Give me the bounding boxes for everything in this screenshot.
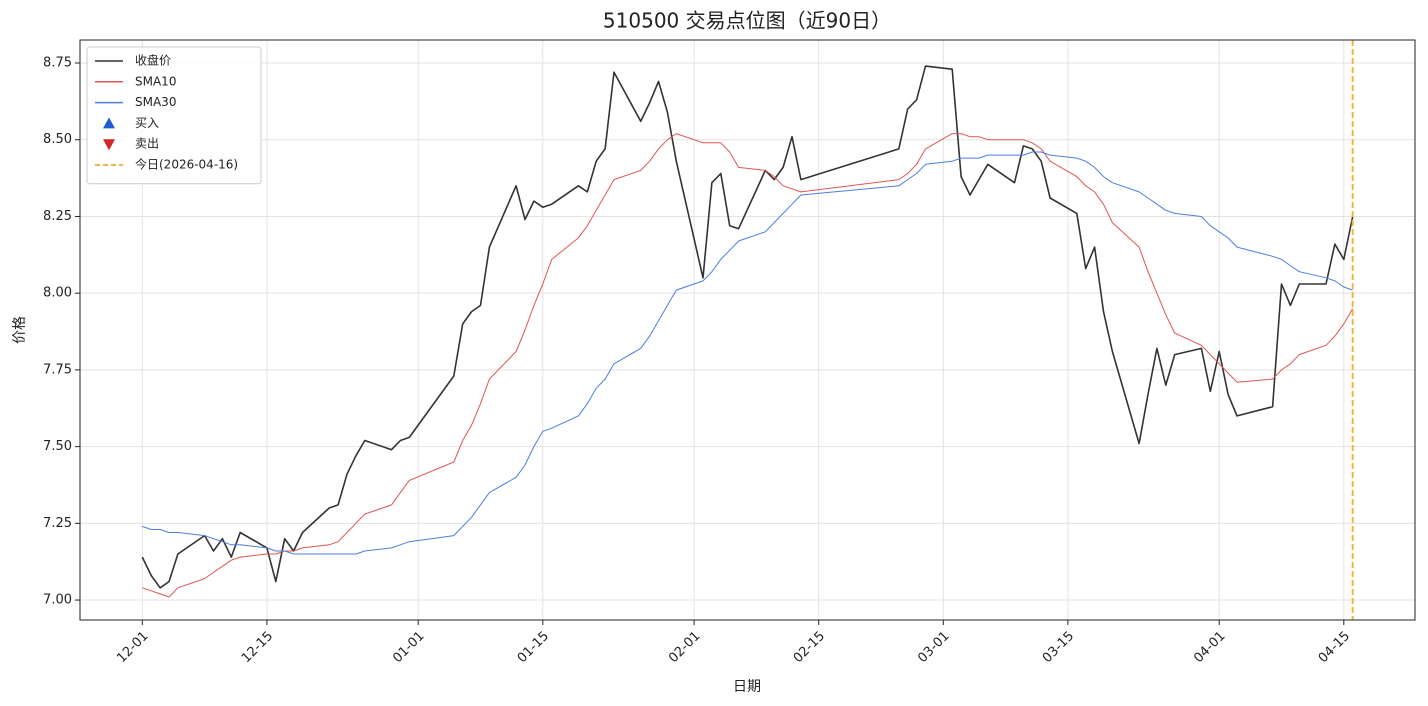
- y-tick-label: 7.75: [43, 362, 72, 377]
- x-tick-label: 02-15: [791, 629, 828, 666]
- chart-title: 510500 交易点位图（近90日）: [603, 9, 891, 33]
- x-tick-label: 04-15: [1316, 629, 1353, 666]
- x-tick-label: 03-15: [1040, 629, 1077, 666]
- y-axis-label: 价格: [12, 316, 28, 344]
- legend-swatch: [103, 139, 115, 151]
- legend-label: 卖出: [135, 137, 159, 151]
- legend-swatch: [103, 117, 115, 129]
- line-series: [142, 151, 1353, 555]
- y-tick-label: 8.75: [43, 56, 72, 71]
- x-tick-label: 02-01: [666, 629, 703, 666]
- y-tick-label: 7.25: [43, 516, 72, 531]
- x-tick-label: 01-15: [515, 629, 552, 666]
- legend-label: 买入: [135, 116, 159, 130]
- y-tick-label: 7.50: [43, 439, 72, 454]
- plot-frame: [79, 39, 1416, 621]
- x-tick-label: 01-01: [390, 629, 427, 666]
- legend-box: [86, 46, 262, 185]
- x-tick-label: 03-01: [915, 629, 952, 666]
- x-tick-label: 12-01: [114, 629, 151, 666]
- legend-label: 收盘价: [135, 53, 171, 68]
- x-tick-label: 12-15: [239, 629, 276, 666]
- x-tick-label: 04-01: [1191, 629, 1228, 666]
- x-axis-label: 日期: [733, 679, 761, 695]
- line-series: [141, 65, 1354, 589]
- y-tick-label: 8.00: [43, 286, 72, 301]
- y-tick-label: 7.00: [43, 593, 72, 608]
- legend-label: SMA10: [135, 74, 176, 88]
- y-tick-label: 8.50: [43, 132, 72, 147]
- y-tick-label: 8.25: [43, 209, 72, 224]
- line-series: [142, 133, 1354, 598]
- legend-label: 今日(2026-04-16): [135, 157, 238, 172]
- legend-label: SMA30: [135, 95, 176, 109]
